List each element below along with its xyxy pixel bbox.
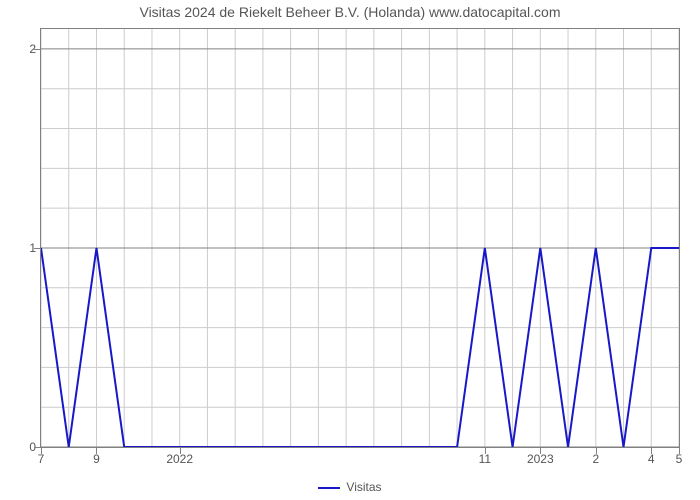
legend-label: Visitas — [346, 480, 381, 494]
x-tick-mark — [540, 448, 541, 454]
series-line — [41, 248, 679, 447]
plot-area — [40, 28, 680, 448]
x-tick-label: 2023 — [527, 452, 554, 466]
x-tick-label: 9 — [93, 452, 100, 466]
x-tick-label: 5 — [676, 452, 683, 466]
y-tick-label: 1 — [6, 241, 36, 255]
chart-container: Visitas 2024 de Riekelt Beheer B.V. (Hol… — [0, 0, 700, 500]
y-tick-mark — [34, 447, 40, 448]
y-tick-mark — [34, 248, 40, 249]
series-layer — [41, 29, 679, 447]
legend: Visitas — [0, 480, 700, 494]
x-tick-mark — [651, 448, 652, 454]
x-tick-mark — [180, 448, 181, 454]
legend-swatch — [318, 487, 340, 489]
y-tick-label: 0 — [6, 440, 36, 454]
x-tick-mark — [596, 448, 597, 454]
x-tick-label: 4 — [648, 452, 655, 466]
x-tick-label: 2 — [592, 452, 599, 466]
x-tick-label: 11 — [479, 452, 491, 466]
x-tick-mark — [485, 448, 486, 454]
x-tick-mark — [96, 448, 97, 454]
chart-title: Visitas 2024 de Riekelt Beheer B.V. (Hol… — [0, 4, 700, 20]
y-tick-label: 2 — [6, 42, 36, 56]
x-tick-mark — [679, 448, 680, 454]
y-tick-mark — [34, 49, 40, 50]
x-tick-label: 2022 — [166, 452, 193, 466]
x-tick-mark — [41, 448, 42, 454]
x-tick-label: 7 — [38, 452, 45, 466]
